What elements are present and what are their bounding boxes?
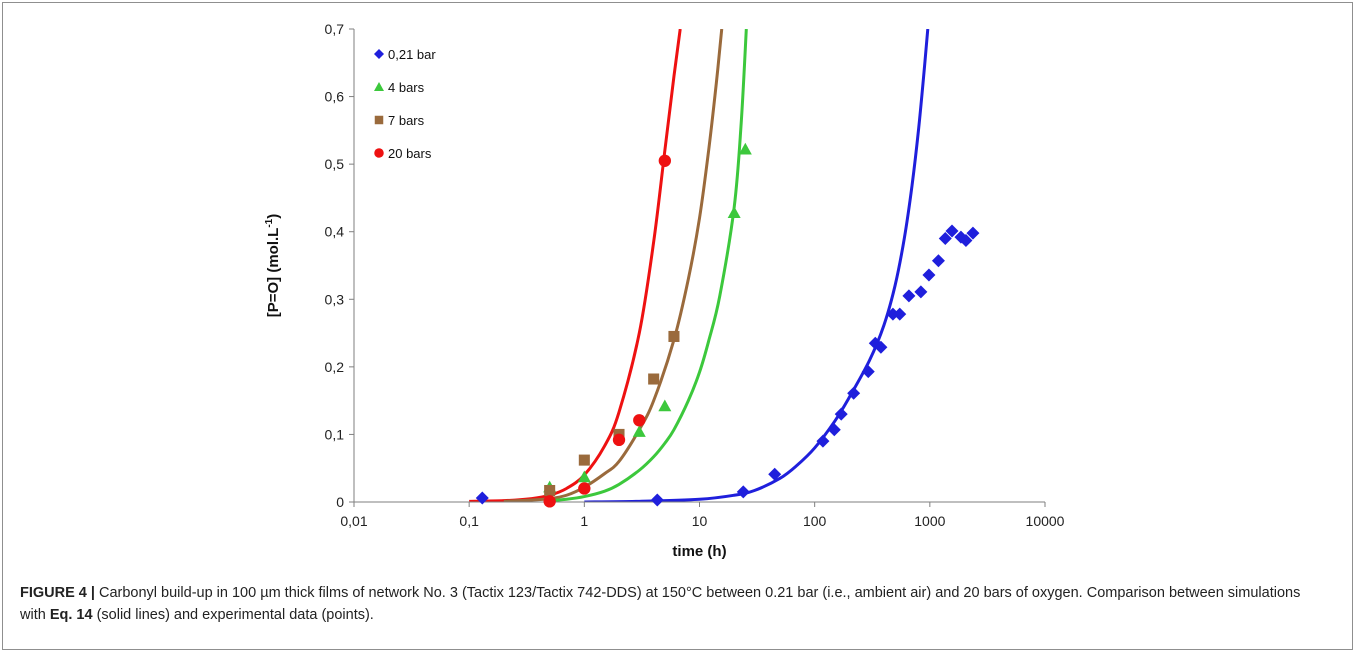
fit-curves xyxy=(469,29,930,502)
data-point xyxy=(827,423,841,437)
data-point xyxy=(658,399,672,412)
data-point xyxy=(577,470,591,483)
data-point xyxy=(658,154,672,167)
data-point xyxy=(612,433,626,447)
fit-curve xyxy=(584,29,930,502)
fit-curve xyxy=(549,29,748,502)
data-point xyxy=(727,206,741,218)
data-point xyxy=(959,233,973,247)
legend-marker xyxy=(374,148,384,158)
caption-text-before: Carbonyl build-up in 100 µm thick films … xyxy=(20,585,1301,623)
data-point xyxy=(931,254,945,268)
x-tick-label: 0,1 xyxy=(459,513,479,529)
data-point xyxy=(886,307,900,321)
y-axis-title-end: ) xyxy=(265,214,282,219)
data-point xyxy=(768,467,782,481)
caption-text-after: (solid lines) and experimental data (poi… xyxy=(92,607,374,623)
y-axis-title: [P=O] (mol.L-1) xyxy=(264,214,282,318)
y-axis-title-superscript: -1 xyxy=(264,218,275,227)
y-tick-label: 0,7 xyxy=(325,21,345,37)
y-tick-label: 0,1 xyxy=(325,426,345,442)
data-point xyxy=(738,142,752,155)
data-point xyxy=(922,268,936,282)
data-point xyxy=(544,484,556,497)
data-point xyxy=(650,493,664,507)
data-point xyxy=(945,224,959,238)
y-tick-label: 0,4 xyxy=(325,224,345,240)
x-tick-label: 0,01 xyxy=(340,513,367,529)
data-point xyxy=(578,454,590,466)
legend-label: 0,21 bar xyxy=(388,47,436,62)
legend-label: 4 bars xyxy=(388,80,425,95)
y-axis-title-main: [P=O] (mol.L xyxy=(265,228,282,318)
legend-label: 7 bars xyxy=(388,113,425,128)
x-tick-label: 10000 xyxy=(1026,513,1065,529)
data-points xyxy=(475,142,980,508)
data-point xyxy=(902,289,916,303)
x-tick-label: 1 xyxy=(580,513,588,529)
y-tick-label: 0,2 xyxy=(325,359,345,375)
data-point xyxy=(633,414,646,427)
data-point xyxy=(966,226,980,240)
legend-marker xyxy=(374,82,384,91)
chart: 0,01 0,1 1 10 100 1000 10000 0 0,1 0,2 0,3 0,4 0,5 0,… xyxy=(264,21,1065,560)
x-axis-title: time (h) xyxy=(672,543,726,560)
data-point xyxy=(632,425,646,437)
y-tick-label: 0 xyxy=(336,494,344,510)
data-point xyxy=(874,340,888,354)
data-point xyxy=(475,491,489,505)
data-point xyxy=(847,386,861,400)
data-point xyxy=(834,407,848,421)
y-tick-label: 0,3 xyxy=(325,291,345,307)
x-tick-label: 1000 xyxy=(914,513,945,529)
legend: 0,21 bar 4 bars 7 bars 20 bars xyxy=(374,47,436,161)
data-point xyxy=(668,330,680,342)
y-tick-label: 0,6 xyxy=(325,89,345,105)
data-point xyxy=(543,495,556,508)
caption-figure-label: FIGURE 4 | xyxy=(20,585,95,601)
figure-caption: FIGURE 4 | Carbonyl build-up in 100 µm t… xyxy=(20,582,1330,626)
data-point xyxy=(893,307,907,321)
data-point xyxy=(938,231,952,245)
data-point xyxy=(816,434,830,448)
legend-marker xyxy=(374,115,384,125)
y-tick-label: 0,5 xyxy=(325,156,345,172)
axes: 0,01 0,1 1 10 100 1000 10000 0 0,1 0,2 0,3 0,4 0,5 0,… xyxy=(325,21,1065,529)
legend-label: 20 bars xyxy=(388,146,432,161)
data-point xyxy=(861,365,875,379)
fit-curve xyxy=(469,29,682,502)
legend-marker xyxy=(374,49,384,59)
data-point xyxy=(648,373,660,385)
x-tick-label: 100 xyxy=(803,513,827,529)
x-tick-label: 10 xyxy=(692,513,708,529)
data-point xyxy=(914,285,928,299)
data-point xyxy=(578,482,591,495)
data-point xyxy=(736,485,750,499)
caption-equation-link[interactable]: Eq. 14 xyxy=(49,607,93,623)
